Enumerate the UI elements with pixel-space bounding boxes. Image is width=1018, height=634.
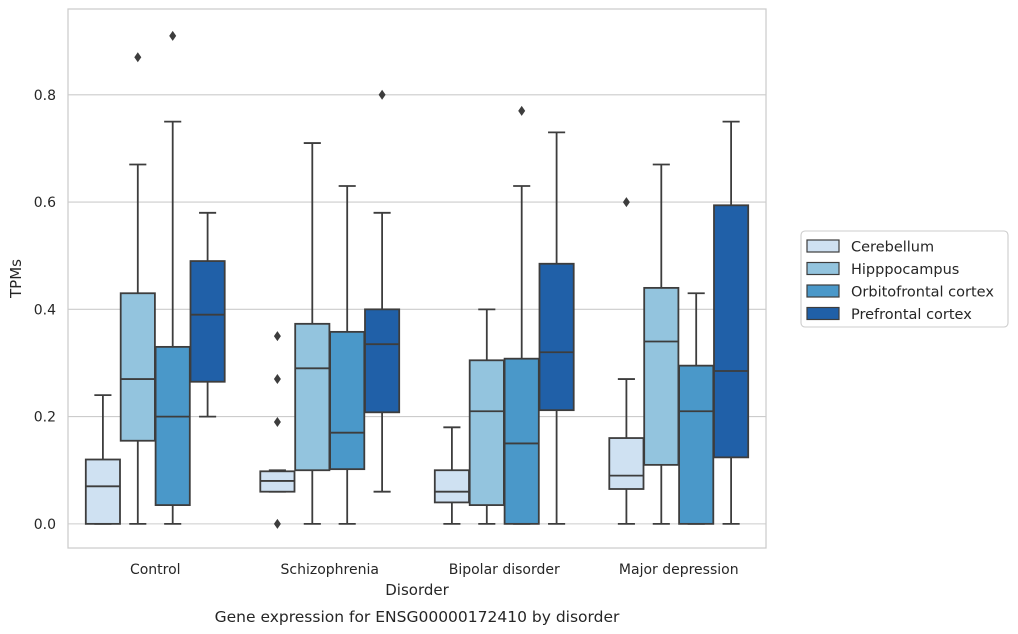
box-rect <box>713 204 750 459</box>
y-tick-label: 0.4 <box>34 302 56 318</box>
box-3-1 <box>643 163 680 525</box>
legend-label: Cerebellum <box>851 240 934 256</box>
box-0-3 <box>189 211 226 418</box>
outlier-point <box>134 52 142 63</box>
legend-label: Orbitofrontal cortex <box>851 285 994 301</box>
box-rect <box>189 260 226 383</box>
box-rect <box>678 364 715 525</box>
y-tick-labels: 0.0 0.2 0.4 0.6 0.8 <box>34 88 56 533</box>
x-tick-label: Control <box>130 562 181 578</box>
plot-frame <box>67 8 767 549</box>
y-tick-label: 0.0 <box>34 517 56 533</box>
box-2-1 <box>468 308 505 525</box>
outlier-point <box>273 518 281 529</box>
box-3-0 <box>608 197 645 525</box>
outlier-point <box>622 197 630 208</box>
x-tick-labels: Control Schizophrenia Bipolar disorder Majo… <box>130 562 739 578</box>
box-0-2 <box>154 30 191 525</box>
box-rect <box>294 322 331 472</box>
box-rect <box>329 330 366 471</box>
box-1-3 <box>364 89 401 493</box>
legend-frame <box>800 230 1009 328</box>
outlier-point <box>378 89 386 100</box>
box-2-0 <box>433 426 470 525</box>
box-groups <box>84 30 750 529</box>
box-1-2 <box>329 185 366 525</box>
outlier-point <box>518 105 526 116</box>
box-1-1 <box>294 142 331 525</box>
y-tick-label: 0.8 <box>34 88 56 104</box>
box-rect <box>608 437 645 490</box>
legend-swatch <box>806 306 840 321</box>
outlier-point <box>273 331 281 342</box>
legend-swatch <box>806 239 840 253</box>
y-tick-label: 0.2 <box>34 410 56 426</box>
box-3-2 <box>678 292 715 525</box>
box-0-1 <box>119 52 156 525</box>
legend-label: Hipppocampus <box>851 262 959 278</box>
x-axis-title: Disorder <box>385 581 449 599</box>
box-rect <box>468 359 505 506</box>
x-tick-label: Bipolar disorder <box>449 562 560 578</box>
box-rect <box>119 292 156 442</box>
box-0-0 <box>84 394 121 525</box>
box-rect <box>154 345 191 506</box>
legend-label: Prefrontal cortex <box>851 307 972 323</box>
box-rect <box>503 357 540 525</box>
box-rect <box>433 469 470 504</box>
legend-swatch <box>806 261 840 276</box>
y-tick-label: 0.6 <box>34 195 56 211</box>
box-1-0 <box>259 331 296 529</box>
box-2-3 <box>538 131 575 525</box>
outlier-point <box>273 416 281 427</box>
box-rect <box>84 458 121 525</box>
box-2-2 <box>503 105 540 525</box>
x-tick-label: Major depression <box>619 562 739 578</box>
outlier-point <box>273 374 281 385</box>
box-rect <box>364 308 401 414</box>
x-tick-label: Schizophrenia <box>281 562 379 578</box>
legend: Cerebellum Hipppocampus Orbitofrontal cort… <box>800 230 1009 328</box>
outlier-point <box>169 30 177 41</box>
box-3-3 <box>713 120 750 525</box>
box-rect <box>643 286 680 466</box>
chart-caption: Gene expression for ENSG00000172410 by d… <box>215 608 620 626</box>
y-axis-title: TPMs <box>7 259 25 299</box>
box-rect <box>538 262 575 412</box>
legend-swatch <box>806 284 840 298</box>
